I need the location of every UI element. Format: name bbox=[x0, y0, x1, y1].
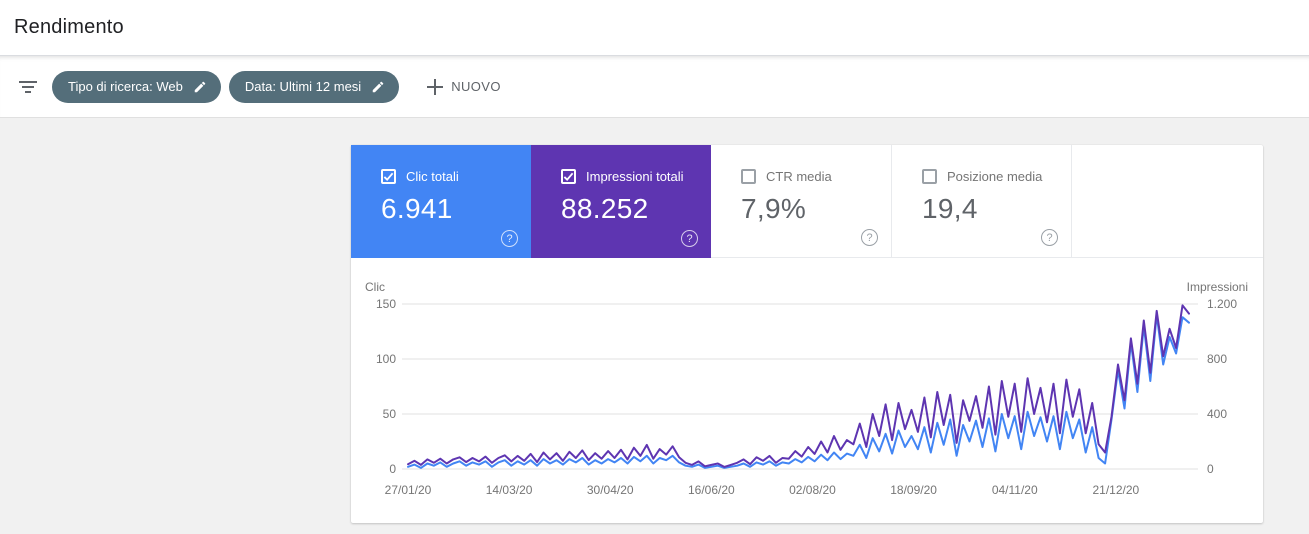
metric-value: 19,4 bbox=[922, 193, 978, 224]
new-filter-button[interactable]: NUOVO bbox=[417, 71, 511, 103]
svg-text:1.200: 1.200 bbox=[1207, 297, 1237, 311]
chart-section: 0 50 100 150 0 400 800 1.200 Clic Impressioni 27/0… bbox=[351, 258, 1263, 523]
checkbox-ctr-unchecked[interactable] bbox=[741, 169, 756, 184]
filter-bar: Tipo di ricerca: Web Data: Ultimi 12 mes… bbox=[0, 56, 1309, 118]
svg-text:Clic: Clic bbox=[365, 280, 385, 294]
checkbox-position-unchecked[interactable] bbox=[922, 169, 937, 184]
svg-text:18/09/20: 18/09/20 bbox=[890, 483, 937, 497]
new-filter-label: NUOVO bbox=[451, 79, 501, 94]
check-icon bbox=[383, 172, 394, 182]
metric-card-ctr[interactable]: CTR media 7,9% ? bbox=[711, 145, 891, 258]
edit-pencil-icon[interactable] bbox=[371, 80, 385, 94]
help-icon[interactable]: ? bbox=[681, 230, 698, 247]
filter-icon bbox=[19, 80, 37, 93]
metric-cards-row: Clic totali 6.941 ? Impressioni totali 8… bbox=[351, 145, 1263, 258]
filter-chip-date-label: Data: Ultimi 12 mesi bbox=[244, 79, 362, 94]
svg-text:21/12/20: 21/12/20 bbox=[1092, 483, 1139, 497]
svg-text:14/03/20: 14/03/20 bbox=[486, 483, 533, 497]
edit-pencil-icon[interactable] bbox=[193, 80, 207, 94]
svg-text:30/04/20: 30/04/20 bbox=[587, 483, 634, 497]
metric-label: Clic totali bbox=[406, 169, 459, 184]
svg-text:Impressioni: Impressioni bbox=[1187, 280, 1248, 294]
metric-value: 88.252 bbox=[561, 193, 649, 224]
filter-button[interactable] bbox=[14, 73, 42, 101]
checkbox-clicks-checked[interactable] bbox=[381, 169, 396, 184]
metric-label: CTR media bbox=[766, 169, 832, 184]
svg-text:0: 0 bbox=[389, 462, 396, 476]
svg-text:04/11/20: 04/11/20 bbox=[992, 483, 1038, 497]
metric-label: Impressioni totali bbox=[586, 169, 684, 184]
svg-text:02/08/20: 02/08/20 bbox=[789, 483, 836, 497]
metric-value: 6.941 bbox=[381, 193, 453, 224]
page-title: Rendimento bbox=[14, 16, 124, 38]
svg-text:400: 400 bbox=[1207, 407, 1227, 421]
metric-card-spacer bbox=[1071, 145, 1263, 258]
metric-value: 7,9% bbox=[741, 193, 807, 224]
help-icon[interactable]: ? bbox=[861, 229, 878, 246]
svg-text:50: 50 bbox=[383, 407, 397, 421]
svg-text:100: 100 bbox=[376, 352, 396, 366]
filter-chip-date[interactable]: Data: Ultimi 12 mesi bbox=[228, 70, 400, 103]
help-icon[interactable]: ? bbox=[1041, 229, 1058, 246]
svg-text:150: 150 bbox=[376, 297, 396, 311]
performance-chart-svg: 0 50 100 150 0 400 800 1.200 Clic Impressioni 27/0… bbox=[365, 280, 1248, 497]
svg-text:800: 800 bbox=[1207, 352, 1227, 366]
checkbox-impressions-checked[interactable] bbox=[561, 169, 576, 184]
svg-text:16/06/20: 16/06/20 bbox=[688, 483, 735, 497]
page-header: Rendimento bbox=[0, 0, 1309, 56]
help-icon[interactable]: ? bbox=[501, 230, 518, 247]
svg-text:0: 0 bbox=[1207, 462, 1214, 476]
metric-card-clicks[interactable]: Clic totali 6.941 ? bbox=[351, 145, 531, 258]
filter-chip-search-type-label: Tipo di ricerca: Web bbox=[68, 79, 183, 94]
svg-text:27/01/20: 27/01/20 bbox=[385, 483, 432, 497]
metric-card-impressions[interactable]: Impressioni totali 88.252 ? bbox=[531, 145, 711, 258]
performance-panel: Clic totali 6.941 ? Impressioni totali 8… bbox=[351, 145, 1263, 523]
filter-chip-search-type[interactable]: Tipo di ricerca: Web bbox=[52, 70, 221, 103]
plus-icon bbox=[427, 78, 444, 95]
metric-label: Posizione media bbox=[947, 169, 1043, 184]
metric-card-position[interactable]: Posizione media 19,4 ? bbox=[891, 145, 1071, 258]
check-icon bbox=[563, 172, 574, 182]
